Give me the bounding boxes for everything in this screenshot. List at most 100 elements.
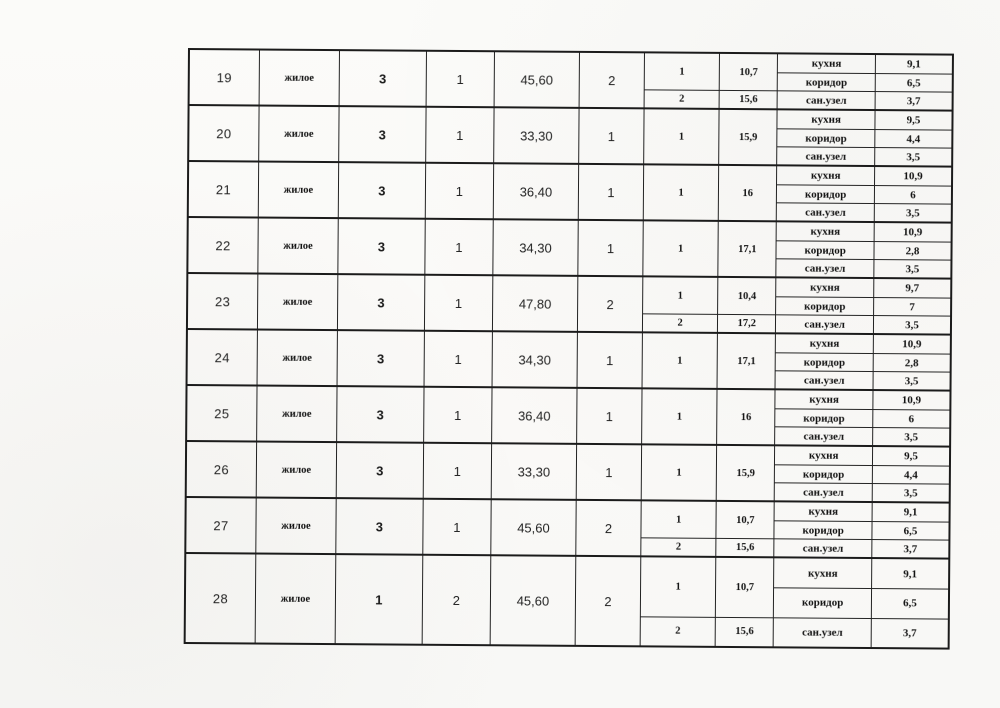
use-type-cell: жилое: [254, 554, 336, 644]
room-area-cell: 10,7: [718, 53, 778, 91]
apartment-number-cell: 22: [215, 237, 231, 253]
room-area-cell: 15,9: [718, 109, 777, 165]
value4-cell: 1: [422, 499, 491, 555]
apartment-row-23: 23 жилое 3 1 47,80 2 1 2 10,4 17,2 кухня 9,7 коридор…: [187, 272, 951, 334]
room-area-cell: 15,9: [715, 445, 775, 501]
total-area-cell: 45,60: [490, 500, 576, 555]
room-area-cell: 17,1: [716, 333, 776, 389]
room-number-cell: 1: [642, 165, 719, 220]
value3-cell: 1: [334, 555, 423, 644]
use-type-cell: жилое: [255, 498, 336, 554]
apartment-row-24: 24 жилое 3 1 34,30 1 1 17,1 кухня 10,9 коридор 2,8 с…: [187, 328, 950, 390]
value3-cell: 3: [336, 387, 424, 442]
room-area-cell: 16: [716, 389, 775, 445]
aux-room-name-cell: сан.узел: [774, 426, 873, 446]
aux-room-name-cell: коридор: [775, 296, 874, 316]
rooms-total-cell: 1: [577, 164, 644, 220]
value4-cell: 1: [424, 219, 493, 275]
rooms-total-cell: 1: [575, 444, 642, 500]
apartment-number-cell: 27: [213, 517, 229, 533]
room-number-cell: 2: [643, 89, 719, 108]
use-type-cell: жилое: [258, 50, 339, 106]
aux-room-name-cell: коридор: [774, 408, 873, 428]
apartment-row-21: 21 жилое 3 1 36,40 1 1 16 кухня 10,9 коридор 6 сан.у…: [188, 160, 952, 222]
rooms-total-cell: 2: [578, 52, 645, 108]
aux-room-area-cell: 3,5: [872, 315, 951, 334]
value4-cell: 1: [425, 51, 494, 107]
aux-room-area-cell: 10,9: [873, 223, 951, 242]
apartment-row-19: 19 жилое 3 1 45,60 2 1 2 10,7 15,6 кухня 9,1 коридор…: [190, 50, 952, 110]
rooms-total-cell: 1: [576, 388, 642, 444]
use-type-cell: жилое: [257, 218, 338, 274]
value4-cell: 1: [423, 331, 492, 387]
aux-room-area-cell: 9,1: [871, 503, 949, 522]
room-area-cell: 17,2: [717, 313, 776, 333]
room-number-cell: 1: [639, 557, 716, 617]
total-area-cell: 34,30: [492, 220, 578, 275]
aux-room-area-cell: 3,7: [871, 539, 949, 558]
value3-cell: 3: [335, 443, 423, 498]
total-area-cell: 33,30: [490, 444, 577, 499]
apartment-number-cell: 25: [214, 405, 230, 421]
apartment-row-22: 22 жилое 3 1 34,30 1 1 17,1 кухня 10,9 коридор 2,8 с…: [188, 216, 951, 278]
aux-room-area-cell: 4,4: [871, 465, 949, 484]
aux-room-name-cell: кухня: [774, 390, 873, 410]
aux-room-area-cell: 10,9: [872, 335, 950, 354]
room-number-cell: 1: [641, 389, 717, 444]
total-area-cell: 45,60: [489, 556, 576, 645]
aux-room-area-cell: 9,1: [871, 559, 949, 589]
aux-room-name-cell: сан.узел: [774, 482, 872, 502]
aux-room-area-cell: 2,8: [872, 353, 950, 372]
apartment-row-25: 25 жилое 3 1 36,40 1 1 16 кухня 10,9 коридор 6 сан.у…: [187, 384, 950, 446]
total-area-cell: 47,80: [491, 276, 578, 331]
value3-cell: 3: [337, 219, 425, 274]
room-area-cell: 15,6: [715, 537, 774, 557]
total-area-cell: 36,40: [492, 164, 579, 219]
aux-room-area-cell: 6,5: [871, 521, 949, 540]
use-type-cell: жилое: [256, 386, 337, 442]
room-number-cell: 1: [640, 445, 717, 500]
room-number-cell: 1: [643, 109, 719, 164]
rooms-total-cell: 2: [575, 500, 641, 556]
room-area-cell: 15,6: [714, 616, 774, 647]
rooms-total-cell: 1: [578, 108, 644, 164]
room-area-cell: 10,7: [715, 501, 775, 539]
aux-room-area-cell: 6: [873, 185, 952, 204]
rooms-total-cell: 1: [576, 332, 643, 388]
aux-room-name-cell: коридор: [776, 128, 875, 148]
room-area-cell: 16: [717, 165, 777, 221]
aux-room-name-cell: сан.узел: [775, 314, 874, 334]
room-area-cell: 17,1: [717, 221, 777, 277]
aux-room-name-cell: кухня: [773, 502, 872, 522]
aux-room-area-cell: 9,7: [873, 279, 951, 298]
room-number-cell: 1: [640, 501, 716, 538]
aux-room-name-cell: сан.узел: [773, 538, 872, 558]
use-type-cell: жилое: [257, 162, 339, 218]
aux-room-area-cell: 9,5: [871, 447, 950, 466]
aux-room-name-cell: коридор: [773, 520, 872, 540]
aux-room-name-cell: сан.узел: [776, 202, 874, 222]
aux-room-name-cell: коридор: [774, 464, 872, 484]
aux-room-area-cell: 6,5: [874, 73, 952, 92]
aux-room-name-cell: кухня: [776, 166, 875, 186]
aux-room-area-cell: 3,5: [874, 147, 952, 166]
total-area-cell: 36,40: [491, 388, 577, 443]
room-number-cell: 2: [640, 537, 716, 556]
rooms-total-cell: 2: [576, 276, 643, 332]
aux-room-area-cell: 9,5: [874, 111, 952, 130]
aux-room-name-cell: кухня: [776, 110, 875, 130]
use-type-cell: жилое: [258, 106, 339, 162]
value3-cell: 3: [336, 275, 425, 330]
aux-room-area-cell: 9,1: [874, 55, 952, 74]
aux-room-area-cell: 3,7: [874, 91, 952, 110]
aux-room-area-cell: 3,5: [872, 427, 950, 446]
value4-cell: 1: [422, 387, 492, 443]
aux-room-name-cell: кухня: [774, 446, 873, 466]
apartment-row-26: 26 жилое 3 1 33,30 1 1 15,9 кухня 9,5 коридор 4,4 са…: [186, 440, 950, 502]
value3-cell: 3: [337, 163, 425, 218]
rooms-total-cell: 2: [574, 556, 641, 646]
value3-cell: 3: [335, 499, 423, 554]
aux-room-area-cell: 3,5: [873, 259, 951, 278]
aux-room-name-cell: кухня: [775, 278, 874, 298]
